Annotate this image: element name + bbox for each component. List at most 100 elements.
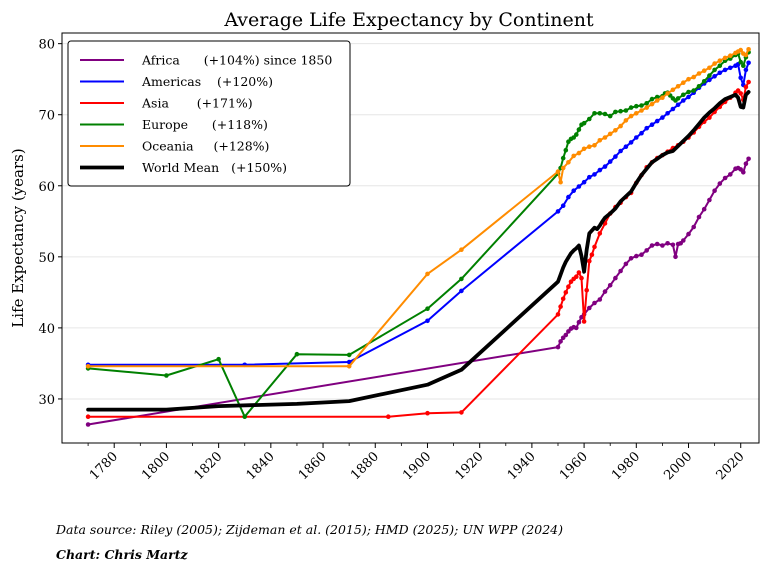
data-point <box>597 231 603 236</box>
data-point <box>602 111 608 117</box>
data-point <box>85 414 91 420</box>
data-point <box>581 120 587 126</box>
data-source-note: Data source: Riley (2005); Zijdeman et a… <box>56 522 563 537</box>
data-point <box>741 63 746 68</box>
data-point <box>743 161 749 166</box>
data-point <box>738 47 743 53</box>
data-point <box>459 410 464 415</box>
data-point <box>701 68 707 73</box>
data-point <box>717 70 723 76</box>
x-axis: 1780 1800 1820 1840 1860 1880 1900 1920 1940 1960… <box>87 443 748 483</box>
data-point <box>644 248 649 253</box>
data-point <box>216 356 221 362</box>
data-point <box>738 59 743 65</box>
data-point <box>654 241 660 247</box>
data-point <box>623 108 629 113</box>
data-point <box>607 113 613 119</box>
legend-label: World Mean (+150%) <box>142 160 287 175</box>
data-point <box>555 169 561 174</box>
legend-label: Europe (+118%) <box>142 117 268 132</box>
data-point <box>681 92 686 98</box>
data-point <box>673 254 678 260</box>
data-point <box>628 105 634 110</box>
data-point <box>613 128 618 133</box>
data-point <box>722 55 728 61</box>
plot-frame <box>61 32 760 444</box>
data-point <box>459 288 464 294</box>
data-point <box>560 203 566 208</box>
data-point <box>563 332 569 338</box>
data-point <box>660 95 665 100</box>
x-tick-label: 1960 <box>557 449 591 483</box>
data-point <box>686 76 691 82</box>
data-point <box>587 258 592 264</box>
data-point <box>712 61 717 66</box>
data-point <box>607 131 613 137</box>
data-point <box>654 94 660 100</box>
data-point <box>425 306 430 312</box>
data-point <box>566 160 571 165</box>
x-tick-label: 1860 <box>296 449 330 483</box>
data-point <box>712 74 717 79</box>
data-point <box>579 275 584 281</box>
data-point <box>346 352 352 358</box>
data-point <box>242 414 247 420</box>
series-line <box>87 157 750 426</box>
data-point <box>728 53 733 58</box>
data-point <box>746 47 751 52</box>
data-point <box>654 118 660 124</box>
data-point <box>681 238 686 243</box>
data-point <box>563 290 569 295</box>
data-point <box>696 214 702 220</box>
data-point <box>555 209 561 214</box>
data-point <box>681 80 686 85</box>
x-tick-label: 2000 <box>661 449 695 483</box>
data-point <box>597 111 603 116</box>
data-point <box>589 252 595 257</box>
data-point <box>649 243 655 248</box>
data-point <box>85 364 91 369</box>
data-point <box>644 101 649 106</box>
data-point <box>628 113 634 119</box>
data-point <box>563 147 569 153</box>
data-point <box>639 252 644 257</box>
data-point <box>707 73 712 78</box>
data-point <box>581 179 587 185</box>
legend-label: Oceania (+128%) <box>142 139 269 154</box>
data-point <box>691 88 696 93</box>
data-point <box>576 150 582 156</box>
data-point <box>743 52 749 58</box>
data-point <box>602 164 608 169</box>
y-tick-label: 30 <box>38 393 55 408</box>
data-point <box>558 304 563 309</box>
data-point <box>639 130 644 136</box>
legend-label: Asia (+171%) <box>141 96 253 111</box>
data-point <box>746 79 751 85</box>
data-point <box>701 79 707 84</box>
data-point <box>634 135 639 140</box>
data-point <box>425 410 430 416</box>
data-point <box>686 94 691 100</box>
legend-label: Africa (+104%) since 1850 <box>141 53 332 68</box>
data-point <box>618 148 623 154</box>
data-point <box>597 138 603 143</box>
data-point <box>623 118 629 123</box>
data-point <box>576 184 582 189</box>
y-tick-label: 80 <box>38 38 55 53</box>
chart-title: Average Life Expectancy by Continent <box>223 9 594 31</box>
data-point <box>707 197 712 203</box>
data-point <box>587 174 592 180</box>
data-point <box>665 91 670 96</box>
data-point <box>717 63 723 68</box>
data-point <box>581 146 587 152</box>
data-point <box>660 115 665 120</box>
data-point <box>576 270 582 275</box>
legend-label: Americas (+120%) <box>141 74 273 89</box>
data-point <box>294 351 300 357</box>
data-point <box>691 74 696 80</box>
data-point <box>618 123 623 129</box>
legend-frame <box>67 40 351 187</box>
data-point <box>639 103 644 108</box>
data-point <box>670 106 676 112</box>
